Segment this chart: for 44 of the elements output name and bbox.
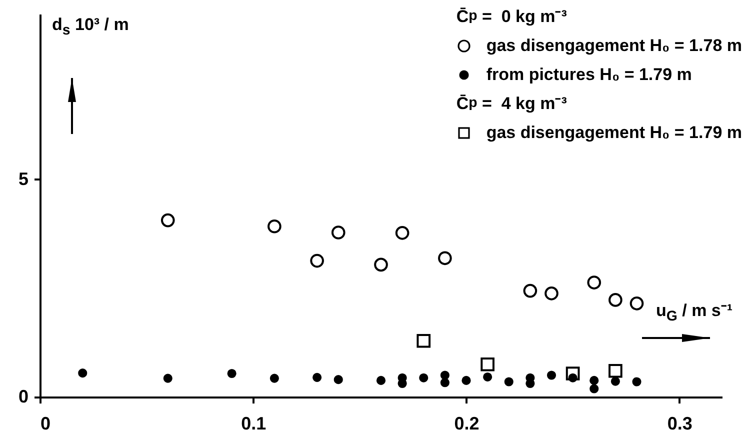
point [608,293,622,307]
point [608,364,622,378]
point [440,378,450,388]
point [395,226,410,240]
point [374,258,388,272]
point [416,334,431,348]
point [483,372,492,382]
point [310,254,324,268]
point [480,357,494,372]
legend-label: from pictures H₀ = 1.79 m [486,64,692,86]
point [334,375,343,384]
point [312,372,322,382]
point [590,384,599,394]
point [630,296,644,310]
point [566,366,580,380]
point [587,276,602,290]
legend-label: gas disengagement H₀ = 1.79 m [486,122,742,144]
point [163,374,172,383]
point [462,376,471,385]
point [78,368,88,378]
point [438,251,452,266]
point [419,373,428,382]
x-tick-label: 0.1 [241,414,266,434]
x-tick-label: 0.3 [667,414,692,434]
point [632,377,642,386]
point [160,213,175,228]
y-axis-title: d$_{s}$ 10³ / m [52,14,129,40]
point [376,376,386,385]
point [440,370,450,380]
point [590,376,599,385]
x-tick-label: 0 [40,414,51,434]
x-axis-title: u$_{G}$ / m s⁻¹ [656,300,733,326]
point [227,368,236,378]
point [546,370,556,380]
point [504,377,514,386]
point [610,376,620,386]
point [268,219,282,234]
point [523,284,538,298]
x-tick-label: 0.2 [454,414,480,434]
legend-label: gas disengagement H₀ = 1.78 m [486,35,742,57]
point [544,286,558,300]
y-tick-label: 5 [18,168,28,189]
point [331,226,346,240]
point [270,374,279,383]
